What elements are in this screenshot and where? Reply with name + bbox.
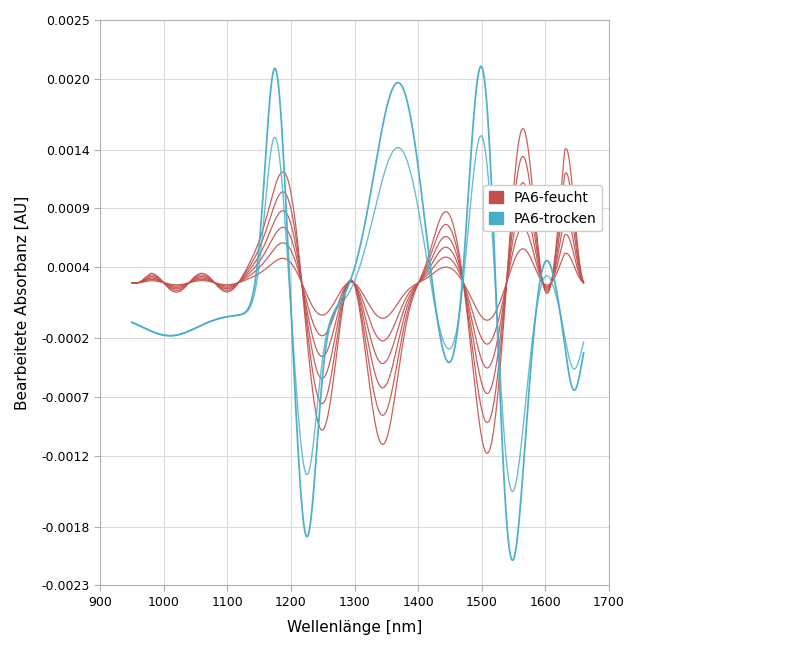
Legend: PA6-feucht, PA6-trocken: PA6-feucht, PA6-trocken — [483, 185, 602, 231]
Y-axis label: Bearbeitete Absorbanz [AU]: Bearbeitete Absorbanz [AU] — [15, 196, 30, 410]
X-axis label: Wellenlänge [nm]: Wellenlänge [nm] — [287, 620, 422, 635]
